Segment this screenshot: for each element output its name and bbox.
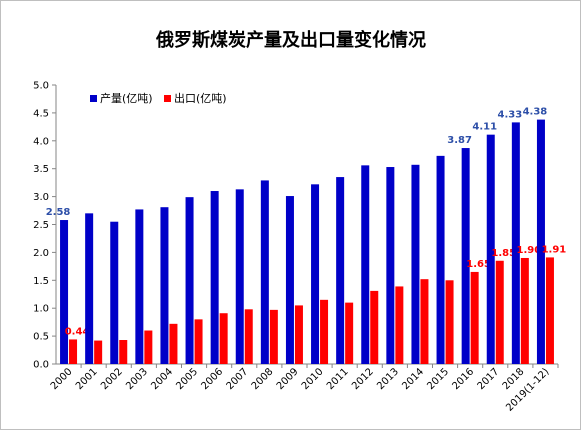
bar-export	[395, 286, 404, 364]
x-tick-label: 2003	[124, 366, 150, 392]
bar-export	[495, 260, 504, 364]
bar-export	[520, 257, 529, 364]
y-tick-label: 1.5	[33, 276, 49, 287]
data-label-production: 3.87	[447, 135, 472, 146]
bar-production	[260, 180, 269, 364]
bar-production	[235, 189, 244, 364]
bar-production	[160, 207, 169, 364]
bar-production	[461, 148, 470, 364]
y-tick-label: 0.5	[33, 332, 49, 343]
bar-export	[169, 323, 178, 364]
bar-export	[269, 309, 278, 364]
x-tick-label: 2015	[425, 366, 451, 392]
x-tick-label: 2005	[174, 366, 200, 392]
data-label-production: 4.11	[472, 122, 497, 133]
data-label-export: 1.85	[491, 248, 516, 259]
bar-production	[486, 134, 495, 364]
bar-production	[110, 221, 119, 364]
bar-production	[361, 165, 370, 364]
x-tick-label: 2014	[400, 366, 426, 392]
y-tick-label: 4.0	[33, 136, 49, 147]
data-label-export: 1.90	[517, 245, 542, 256]
bar-export	[545, 257, 554, 364]
y-tick-label: 3.5	[33, 164, 49, 175]
bar-production	[511, 122, 520, 364]
y-tick-label: 1.0	[33, 304, 49, 315]
bar-production	[336, 177, 345, 364]
y-tick-label: 2.0	[33, 248, 49, 259]
x-tick-label: 2011	[325, 366, 351, 392]
bar-export	[244, 309, 253, 364]
bar-export	[320, 299, 329, 364]
plot-area: 0.0 0.5 1.0 1.5 2.0 2.5 3.0 3.5 4.0 4.5 5.0 2.58 0.4…	[33, 81, 566, 414]
chart-title: 俄罗斯煤炭产量及出口量变化情况	[155, 29, 426, 51]
bar-production	[185, 197, 194, 364]
bar-export	[470, 271, 479, 364]
bar-export	[370, 290, 379, 364]
bar-export	[294, 305, 303, 364]
legend-label-export: 出口(亿吨)	[174, 91, 227, 105]
x-tick-label: 2000	[49, 366, 75, 392]
bar-production	[411, 164, 420, 364]
data-label-production: 4.38	[523, 107, 548, 118]
x-tick-label: 2017	[476, 366, 502, 392]
y-tick-label: 5.0	[33, 81, 49, 92]
bar-production	[135, 209, 144, 364]
x-tick-label: 2007	[225, 366, 251, 392]
x-tick-label: 2010	[300, 366, 326, 392]
y-tick-label: 3.0	[33, 192, 49, 203]
bar-production	[386, 167, 395, 364]
bar-export	[94, 340, 103, 364]
bar-production	[85, 213, 94, 364]
bar-production	[60, 220, 69, 364]
bar-export	[445, 280, 454, 364]
legend-label-production: 产量(亿吨)	[100, 91, 153, 105]
data-label-export: 1.91	[542, 244, 567, 255]
bar-export	[420, 279, 429, 364]
bar-production	[285, 196, 294, 364]
bar-production	[210, 191, 219, 364]
x-tick-label: 2001	[74, 366, 100, 392]
y-tick-label: 2.5	[33, 220, 49, 231]
x-tick-label: 2006	[199, 366, 225, 392]
bar-export	[144, 330, 153, 364]
legend-swatch-export	[164, 95, 171, 102]
x-tick-label: 2012	[350, 366, 376, 392]
y-tick-label: 0.0	[33, 360, 49, 371]
bar-export	[345, 302, 354, 364]
x-tick-label: 2004	[149, 366, 175, 392]
bar-export	[119, 340, 128, 364]
data-label-production: 4.33	[498, 109, 523, 120]
bar-export	[69, 339, 78, 364]
bar-export	[194, 319, 203, 364]
x-tick-label: 2016	[450, 366, 476, 392]
legend-swatch-production	[90, 95, 97, 102]
x-tick-label: 2002	[99, 366, 125, 392]
legend: 产量(亿吨) 出口(亿吨)	[90, 91, 227, 105]
bar-export	[219, 313, 228, 364]
bar-production	[436, 155, 445, 364]
bar-production	[311, 184, 320, 364]
bar-production	[536, 119, 545, 364]
x-tick-label: 2009	[275, 366, 301, 392]
data-label-production: 2.58	[46, 207, 71, 218]
y-tick-label: 4.5	[33, 108, 49, 119]
data-label-export: 1.65	[466, 259, 491, 270]
data-label-export: 0.44	[65, 326, 90, 337]
x-tick-label: 2013	[375, 366, 401, 392]
x-tick-label: 2008	[250, 366, 276, 392]
